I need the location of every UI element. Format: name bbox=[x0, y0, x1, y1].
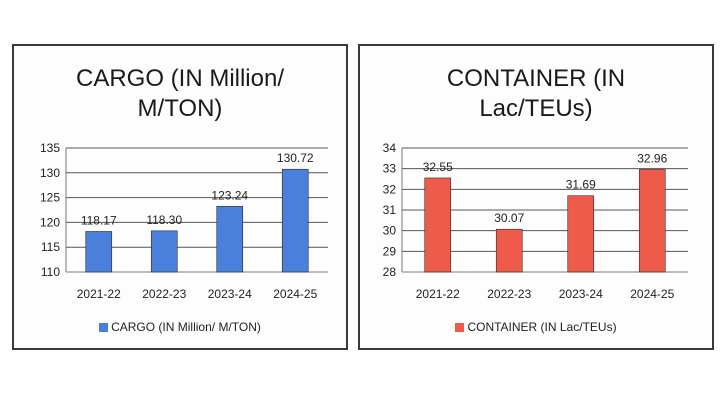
cargo-data-label: 123.24 bbox=[211, 188, 248, 202]
container-data-label: 32.55 bbox=[423, 160, 453, 174]
cargo-x-tick-label: 2024-25 bbox=[273, 287, 317, 301]
container-bar bbox=[495, 228, 523, 273]
container-bar bbox=[567, 195, 595, 273]
cargo-bar bbox=[281, 168, 309, 273]
cargo-y-tick-label: 125 bbox=[40, 191, 60, 205]
container-legend-swatch bbox=[455, 323, 465, 332]
cargo-data-label: 118.30 bbox=[146, 213, 182, 227]
container-legend-label: CONTAINER (IN Lac/TEUs) bbox=[467, 320, 617, 334]
cargo-y-tick-label: 130 bbox=[40, 166, 60, 180]
cargo-legend-swatch bbox=[99, 323, 109, 332]
container-bar bbox=[424, 177, 452, 273]
cargo-title-line-2: M/TON) bbox=[137, 95, 223, 122]
container-chart-title: CONTAINER (IN Lac/TEUs) bbox=[360, 64, 712, 124]
cargo-data-label: 130.72 bbox=[277, 151, 314, 165]
container-data-label: 31.69 bbox=[566, 178, 596, 192]
container-title-line-1: CONTAINER (IN bbox=[446, 65, 626, 92]
container-y-tick-label: 29 bbox=[383, 244, 397, 258]
container-chart-panel: CONTAINER (IN Lac/TEUs) 28 29 30 31 32 33 34 32… bbox=[358, 44, 714, 350]
cargo-y-tick-label: 115 bbox=[41, 240, 60, 254]
container-y-tick-label: 33 bbox=[383, 162, 397, 176]
container-y-tick-label: 32 bbox=[383, 182, 397, 196]
container-x-tick-label: 2023-24 bbox=[559, 287, 603, 301]
cargo-chart-panel: CARGO (IN Million/ M/TON) 110 115 120 125 13… bbox=[12, 44, 348, 350]
container-y-tick-label: 31 bbox=[383, 203, 397, 217]
container-data-label: 32.96 bbox=[637, 151, 667, 165]
cargo-title-line-1: CARGO (IN Million/ bbox=[75, 65, 285, 92]
cargo-legend: CARGO (IN Million/ M/TON) bbox=[14, 320, 346, 334]
container-x-tick-label: 2024-25 bbox=[630, 287, 674, 301]
container-x-tick-label: 2021-22 bbox=[416, 287, 460, 301]
container-y-tick-label: 30 bbox=[383, 224, 397, 238]
container-bar-chart: 28 29 30 31 32 33 34 32.55 2021-22 30.07 2022-23 31… bbox=[383, 141, 688, 301]
container-y-tick-label: 28 bbox=[383, 265, 397, 279]
cargo-y-tick-label: 135 bbox=[40, 141, 60, 155]
container-data-label: 30.07 bbox=[494, 211, 524, 225]
cargo-bar bbox=[85, 231, 113, 273]
cargo-bar bbox=[216, 206, 244, 273]
cargo-chart-title: CARGO (IN Million/ M/TON) bbox=[14, 64, 346, 124]
cargo-x-tick-label: 2023-24 bbox=[208, 287, 252, 301]
cargo-y-tick-label: 120 bbox=[40, 215, 60, 229]
cargo-y-tick-label: 110 bbox=[41, 265, 60, 279]
cargo-bar bbox=[150, 230, 178, 273]
cargo-bar-chart: 110 115 120 125 130 135 118.17 2021-22 118.30 202… bbox=[40, 141, 328, 301]
cargo-x-tick-label: 2022-23 bbox=[142, 287, 186, 301]
cargo-data-label: 118.17 bbox=[81, 213, 117, 227]
cargo-x-tick-label: 2021-22 bbox=[77, 287, 121, 301]
container-bar bbox=[638, 169, 666, 273]
cargo-legend-label: CARGO (IN Million/ M/TON) bbox=[111, 320, 261, 334]
container-x-tick-label: 2022-23 bbox=[487, 287, 531, 301]
container-y-tick-label: 34 bbox=[383, 141, 397, 155]
container-title-line-2: Lac/TEUs) bbox=[479, 95, 593, 122]
container-legend: CONTAINER (IN Lac/TEUs) bbox=[360, 320, 712, 334]
